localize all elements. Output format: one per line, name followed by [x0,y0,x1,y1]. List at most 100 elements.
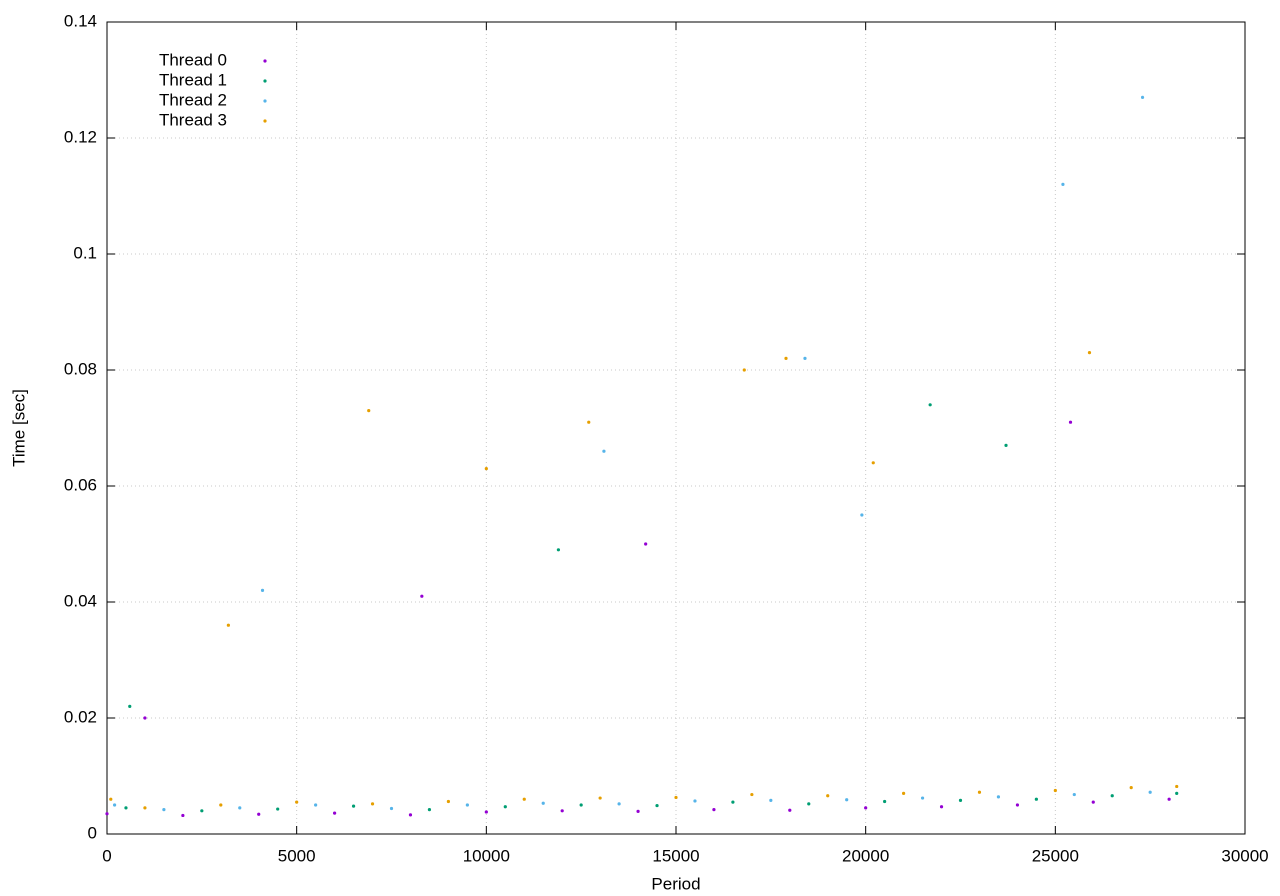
x-tick-label: 5000 [278,846,316,865]
data-point [939,805,944,809]
data-point [784,356,788,360]
y-tick-label: 0.02 [64,707,97,726]
data-point [928,403,932,407]
data-point [200,809,204,813]
data-point [389,806,394,811]
data-point [788,808,792,812]
data-point [522,797,526,801]
data-point [655,803,659,808]
data-point [750,792,754,797]
data-point [1167,797,1171,801]
data-point [860,513,864,517]
data-point [257,812,261,816]
data-point [1087,351,1092,355]
data-point [484,467,488,471]
data-point [295,800,299,804]
data-point [541,801,545,805]
legend-marker [263,79,267,83]
y-tick-label: 0 [88,823,97,842]
data-point [977,790,982,794]
data-point [276,807,280,811]
y-tick-label: 0.12 [64,127,97,146]
data-point [1091,800,1095,804]
data-point [636,809,640,813]
data-point [1140,95,1145,99]
data-point [644,542,648,546]
y-tick-label: 0.06 [64,475,97,494]
data-point [370,802,375,806]
data-point [602,449,606,453]
data-point [1175,784,1179,789]
data-point [112,803,117,807]
data-point [712,808,716,812]
data-point [143,806,147,810]
data-point [742,368,746,372]
data-point [314,803,318,807]
data-point [238,806,242,810]
legend-marker [263,99,267,103]
data-point [367,409,371,413]
data-point [1148,790,1152,794]
data-point [1004,443,1008,447]
legend-marker [263,59,267,63]
data-point [617,802,621,806]
data-point [1072,792,1076,797]
y-tick-label: 0.14 [64,11,97,30]
data-point [351,804,356,808]
data-point [465,803,469,807]
plot-border [106,21,1246,835]
data-point [1034,797,1038,801]
legend-label: Thread 3 [159,110,227,129]
data-point [958,798,963,802]
x-tick-label: 0 [102,846,111,865]
data-point [864,806,868,810]
data-point [560,809,564,813]
data-point [427,808,432,812]
data-point [1015,803,1020,807]
data-point [408,813,413,817]
data-point [503,805,507,809]
data-point [1068,420,1073,424]
data-point [807,802,811,806]
y-tick-label: 0.04 [64,591,97,610]
data-point [556,548,561,552]
data-point [693,799,697,803]
x-tick-label: 15000 [652,846,699,865]
data-point [803,356,807,360]
data-point [579,803,583,807]
data-point [598,796,602,800]
data-point [587,420,591,424]
legend-label: Thread 2 [159,90,227,109]
data-point [674,795,678,800]
data-point [996,795,1001,799]
data-point [333,811,337,815]
data-point [920,796,925,800]
data-point [124,806,128,810]
data-point [143,716,147,720]
data-point [105,812,109,816]
x-axis-title: Period [651,874,700,893]
x-tick-label: 20000 [842,846,889,865]
legend-marker [263,119,267,123]
data-point [1061,182,1065,186]
data-point [446,799,450,804]
y-axis-title: Time [sec] [9,389,28,467]
data-point [871,461,875,465]
data-point [826,794,830,798]
x-tick-label: 25000 [1032,846,1079,865]
data-point [128,704,132,709]
legend-label: Thread 0 [159,50,227,69]
data-point [731,800,735,804]
x-tick-label: 30000 [1221,846,1268,865]
y-tick-label: 0.1 [73,243,97,262]
x-tick-label: 10000 [463,846,510,865]
data-point [902,791,906,796]
data-point [181,813,185,818]
data-point [769,798,773,802]
data-point [219,803,223,807]
data-point [883,799,887,804]
data-point [162,808,166,812]
data-point [1110,794,1114,798]
legend-label: Thread 1 [159,70,227,89]
